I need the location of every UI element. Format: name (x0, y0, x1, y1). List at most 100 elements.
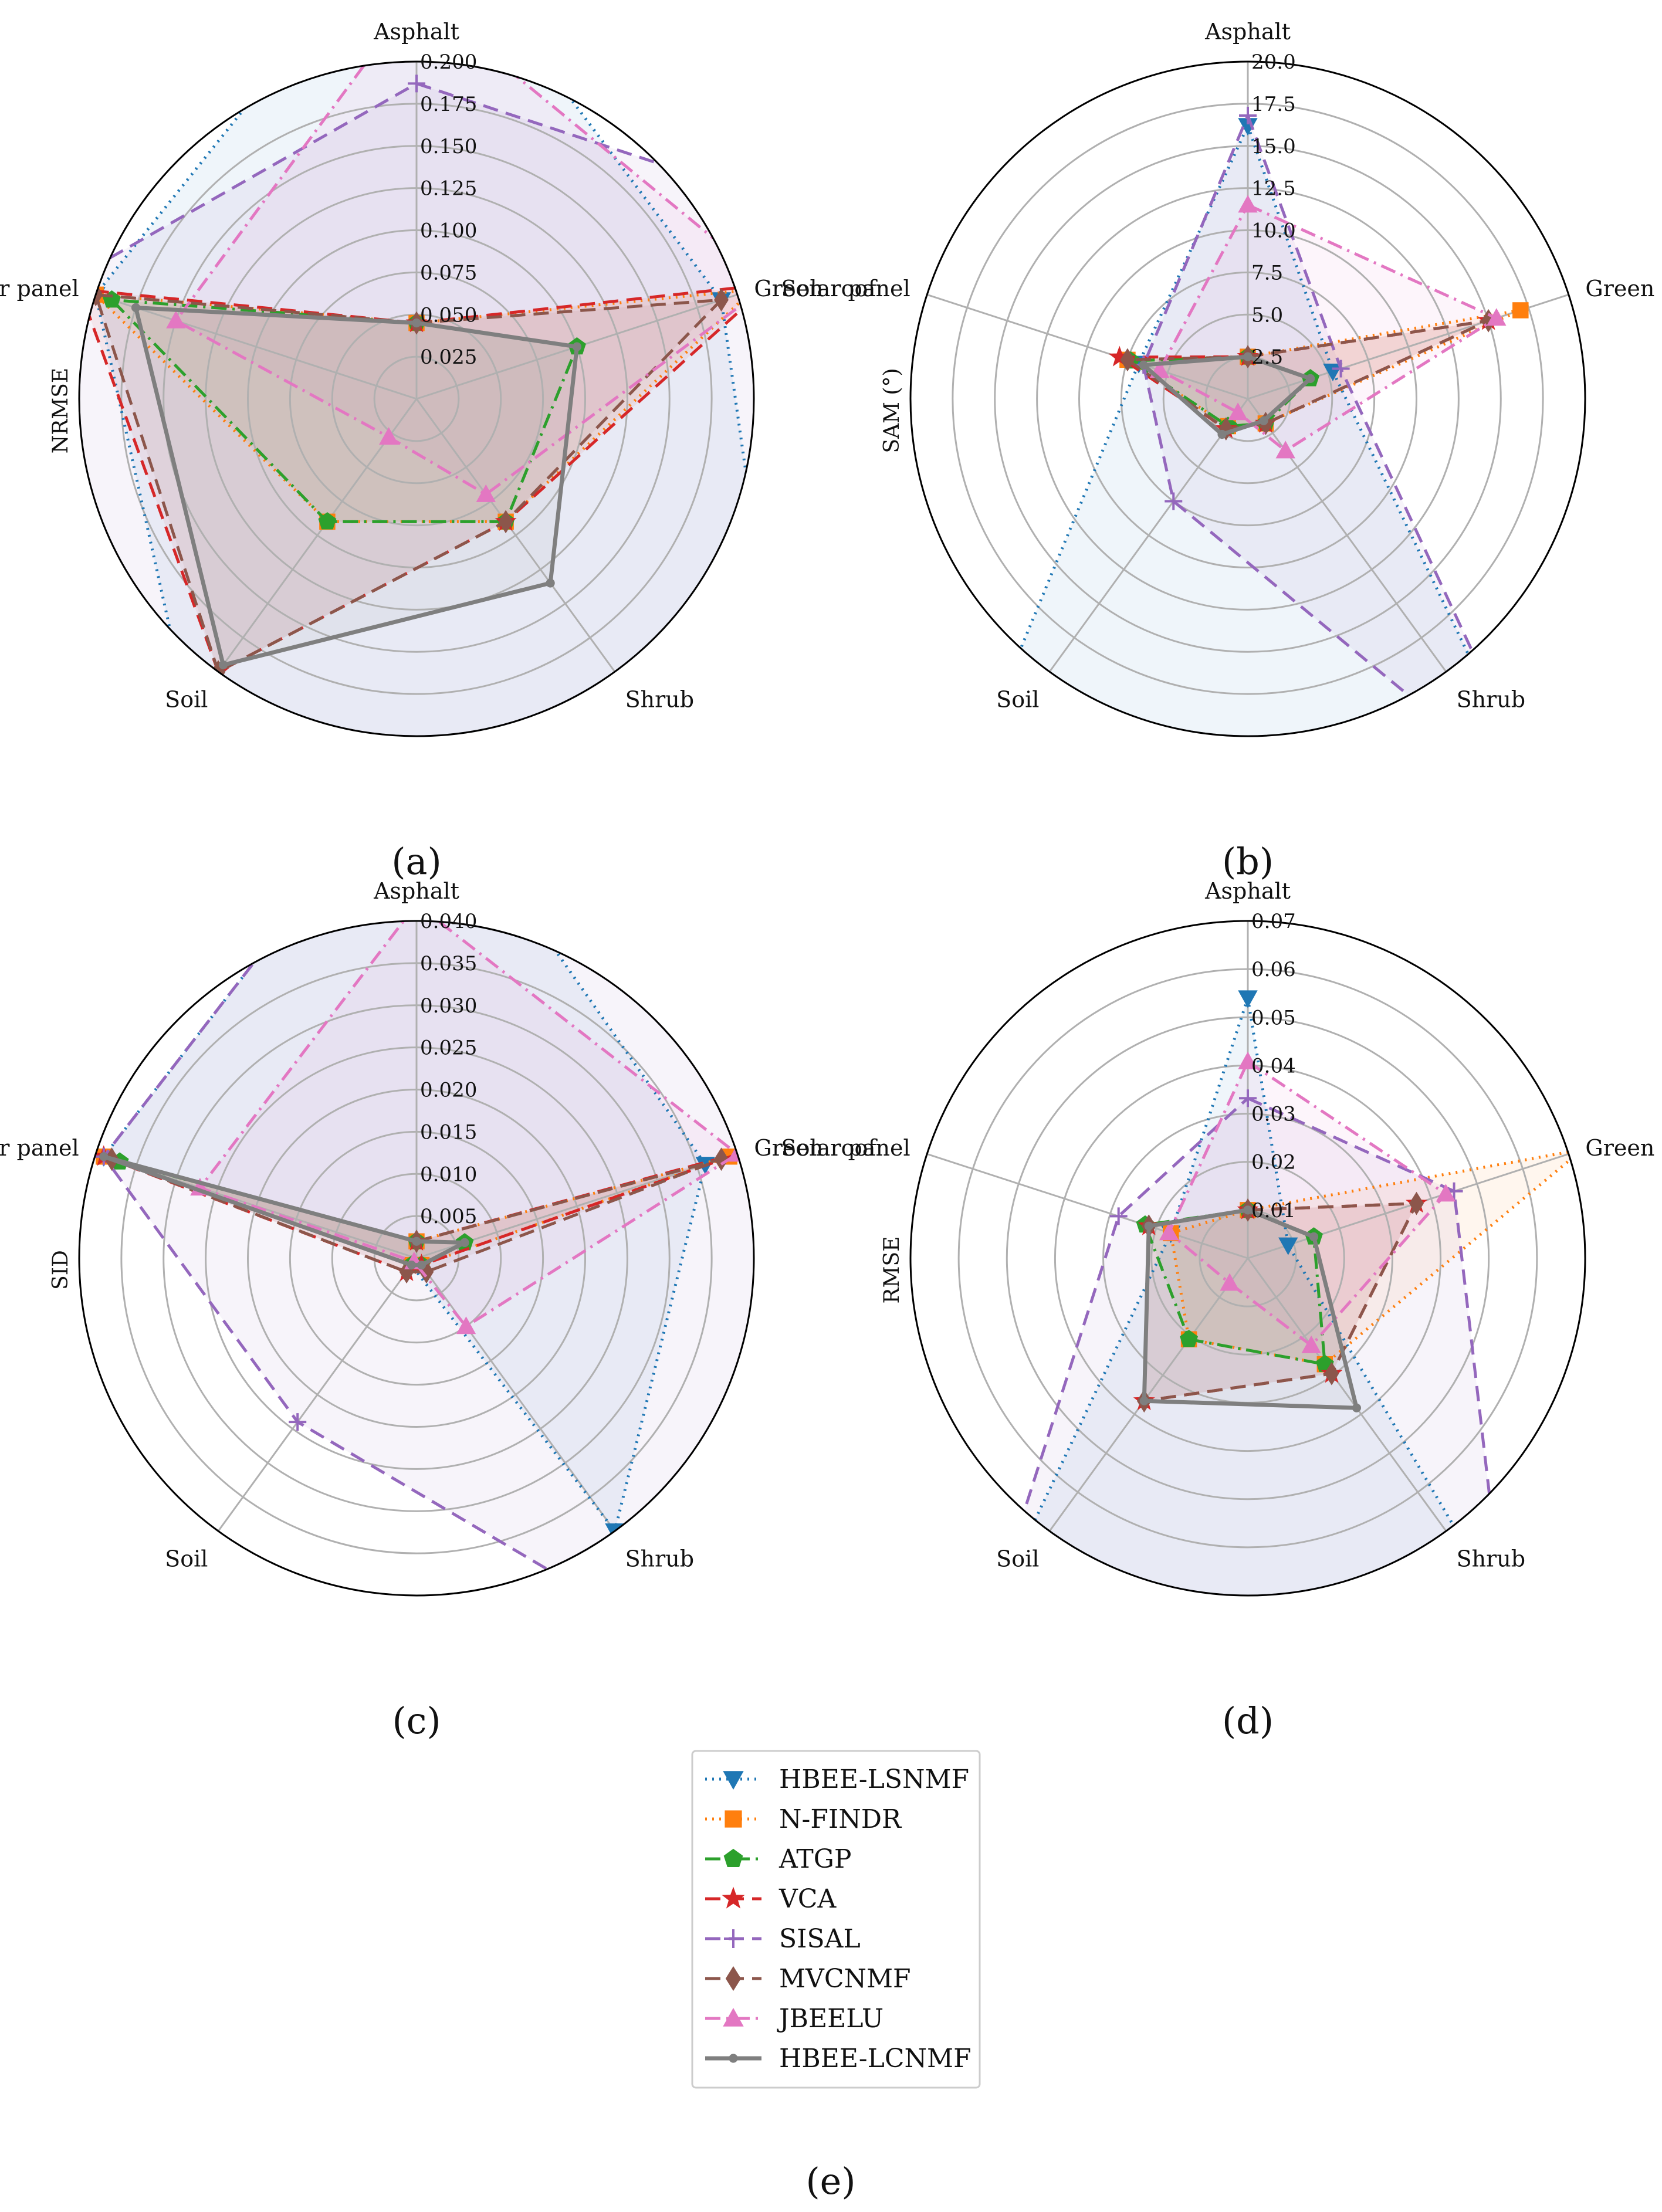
radar-chart-a: 0.025 0.050 0.075 0.100 0.125 0.150 0.175 0.200… (0, 0, 906, 953)
panel-label-e: (e) (805, 2160, 855, 2203)
category-label-soil: Soil (165, 1546, 208, 1571)
point-sisal (1494, 1600, 1512, 1618)
series-fill-hbee-lsnmf (103, 921, 706, 1532)
series-line-hbee-lcnmf (101, 1154, 467, 1268)
point-hbee-lcnmf (218, 660, 228, 670)
legend-item-hbee-lsnmf: HBEE-LSNMF (705, 1764, 969, 1794)
tick-label: 0.025 (420, 1036, 477, 1060)
tick-label: 0.040 (420, 910, 477, 933)
point-sisal (289, 1413, 307, 1431)
series-fill-hbee-lsnmf (960, 126, 1536, 736)
category-label-asphalt: Asphalt (1204, 19, 1291, 45)
legend-label: N-FINDR (779, 1804, 902, 1834)
series-fill-atgp (111, 300, 577, 522)
axis-ylabel: RMSE (880, 1237, 904, 1304)
grid-spoke (1247, 1153, 1569, 1259)
category-label-soil: Soil (165, 686, 208, 712)
tick-label: 0.125 (420, 177, 477, 201)
legend: HBEE-LSNMF N-FINDR ATGP VCA SISAL MVCNMF JBEEL… (691, 1750, 981, 2089)
point-sisal (804, 936, 822, 953)
tick-label: 0.04 (1251, 1054, 1296, 1078)
category-label-shrub: Shrub (1457, 686, 1525, 712)
panel-label: (c) (392, 1699, 441, 1742)
point-hbee-lcnmf (1243, 352, 1253, 361)
legend-label: JBEELU (777, 2004, 884, 2034)
point-hbee-lcnmf (1243, 1205, 1253, 1215)
point-mvcnmf (498, 510, 513, 534)
legend-item-jbeelu: JBEELU (705, 2004, 884, 2034)
series-fill-sisal (993, 1098, 1503, 1596)
series-hbee-lcnmf (131, 303, 582, 670)
outer-frame (78, 60, 755, 737)
legend-label: VCA (778, 1884, 837, 1914)
series-line-hbee-lcnmf (1141, 354, 1313, 436)
point-hbee-lsnmf (1278, 1237, 1298, 1255)
point-hbee-lcnmf (1309, 1232, 1319, 1242)
point-hbee-lsnmf (1238, 990, 1258, 1008)
point-hbee-lcnmf (1139, 1396, 1149, 1405)
grid-spoke (415, 398, 616, 673)
tick-label: 0.030 (420, 994, 477, 1018)
legend-item-n-findr: N-FINDR (705, 1804, 902, 1834)
series-line-hbee-lcnmf (1142, 1208, 1359, 1410)
plot-area (910, 62, 1585, 817)
legend-label: HBEE-LCNMF (779, 2044, 972, 2074)
legend-item-hbee-lcnmf: HBEE-LCNMF (705, 2044, 972, 2074)
tick-label: 10.0 (1251, 219, 1296, 243)
tick-label: 0.03 (1251, 1103, 1296, 1126)
point-jbeelu (166, 310, 186, 328)
point-hbee-lcnmf (99, 1152, 109, 1161)
point-hbee-lcnmf (1352, 1403, 1362, 1412)
tick-label: 0.025 (420, 345, 477, 369)
series-jbeelu (166, 0, 754, 502)
series-line-jbeelu (174, 62, 754, 496)
point-hbee-lcnmf (546, 578, 555, 588)
point-sisal (889, 233, 906, 251)
point-hbee-lsnmf (1526, 788, 1544, 804)
tick-label: 5.0 (1251, 303, 1283, 327)
point-hbee-lsnmf (984, 1602, 1001, 1618)
category-label-green-roof: Green roof (754, 276, 878, 302)
point-hbee-lcnmf (131, 303, 141, 313)
grid-spoke (926, 1153, 1248, 1259)
legend-marker (729, 2054, 738, 2063)
series-line-mvcnmf (94, 293, 723, 673)
category-label-solar-panel: Solar panel (0, 1135, 79, 1161)
point-mvcnmf (1409, 1191, 1424, 1215)
outer-frame (909, 920, 1586, 1597)
series-line-n-findr (1169, 1148, 1584, 1366)
point-sisal (1239, 1089, 1257, 1107)
series-line-sisal (79, 82, 754, 736)
tick-label: 0.05 (1251, 1006, 1296, 1029)
series-line-hbee-lsnmf (102, 921, 707, 1533)
series-fill-hbee-lcnmf (1144, 1210, 1357, 1408)
point-jbeelu (1275, 441, 1295, 459)
tick-label: 0.015 (420, 1120, 477, 1144)
category-label-solar-panel: Solar panel (781, 1135, 910, 1161)
category-label-solar-panel: Solar panel (0, 276, 79, 302)
series-line-hbee-lcnmf (133, 306, 579, 668)
legend-marker (725, 1810, 742, 1828)
point-hbee-lcnmf (1259, 416, 1268, 425)
point-sisal (1536, 800, 1554, 817)
legend-item-sisal: SISAL (705, 1924, 861, 1954)
point-sisal (889, 1093, 906, 1110)
tick-label: 0.020 (420, 1079, 477, 1102)
tick-label: 2.5 (1251, 345, 1283, 369)
grid-spoke (95, 293, 417, 400)
series-sisal (79, 74, 906, 953)
series-fill-n-findr (1170, 1149, 1583, 1364)
series-line-sisal (1142, 114, 1547, 736)
point-sisal (408, 74, 425, 93)
grid-spoke (1048, 1258, 1249, 1532)
point-hbee-lcnmf (1144, 1221, 1153, 1231)
point-hbee-lcnmf (417, 1261, 426, 1270)
series-fill-jbeelu (1159, 205, 1497, 451)
point-jbeelu (408, 0, 425, 1)
point-mvcnmf (1120, 348, 1135, 372)
point-hbee-lsnmf (952, 788, 969, 804)
point-jbeelu (1238, 195, 1258, 213)
series-fill-vca (79, 284, 754, 672)
series-fill-hbee-lsnmf (993, 998, 1503, 1596)
category-label-shrub: Shrub (625, 686, 694, 712)
